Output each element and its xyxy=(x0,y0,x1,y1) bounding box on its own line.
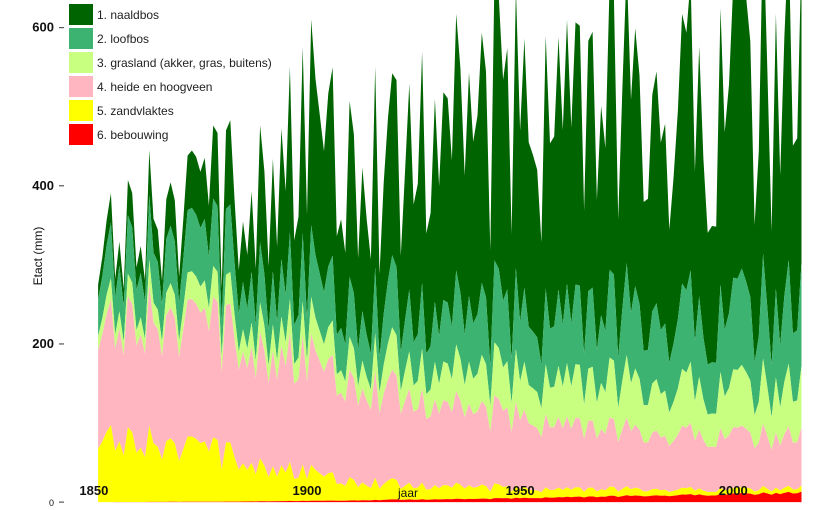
legend-label: 6. bebouwing xyxy=(97,128,168,142)
area-4-heide-en-hoogveen xyxy=(98,285,802,493)
y-tick-label: 600 xyxy=(32,20,54,35)
y-axis-ticks: 0 200 400 600 xyxy=(32,20,64,508)
legend-label: 1. naaldbos xyxy=(97,8,159,22)
x-tick-label: 2000 xyxy=(719,483,748,498)
area-3-grasland-akker-gras-buitens xyxy=(98,259,802,450)
legend-swatch xyxy=(69,28,93,49)
legend-swatch xyxy=(69,4,93,25)
legend: 1. naaldbos 2. loofbos 3. grasland (akker,… xyxy=(69,4,272,145)
y-axis-label: Etact (mm) xyxy=(31,227,45,286)
legend-swatch xyxy=(69,100,93,121)
x-tick-label: 1850 xyxy=(79,483,108,498)
area-1-naaldbos xyxy=(98,0,802,366)
legend-swatch xyxy=(69,76,93,97)
legend-label: 5. zandvlaktes xyxy=(97,104,174,118)
y-tick-label: 400 xyxy=(32,178,54,193)
legend-swatch xyxy=(69,52,93,73)
area-5-zandvlaktes xyxy=(98,425,802,503)
area-6-bebouwing xyxy=(98,491,802,503)
y-tick-label: 200 xyxy=(32,336,54,351)
legend-label: 3. grasland (akker, gras, buitens) xyxy=(97,56,272,70)
x-tick-label: 1900 xyxy=(293,483,322,498)
legend-label: 2. loofbos xyxy=(97,32,149,46)
area-layers xyxy=(98,0,802,503)
x-tick-label: 1950 xyxy=(506,483,535,498)
legend-swatch xyxy=(69,124,93,145)
x-axis-ticks: 1850 1900 1950 2000 xyxy=(79,483,747,498)
y-tick-label: 0 xyxy=(49,498,54,508)
x-axis-label: jaar xyxy=(397,486,418,500)
legend-label: 4. heide en hoogveen xyxy=(97,80,212,94)
